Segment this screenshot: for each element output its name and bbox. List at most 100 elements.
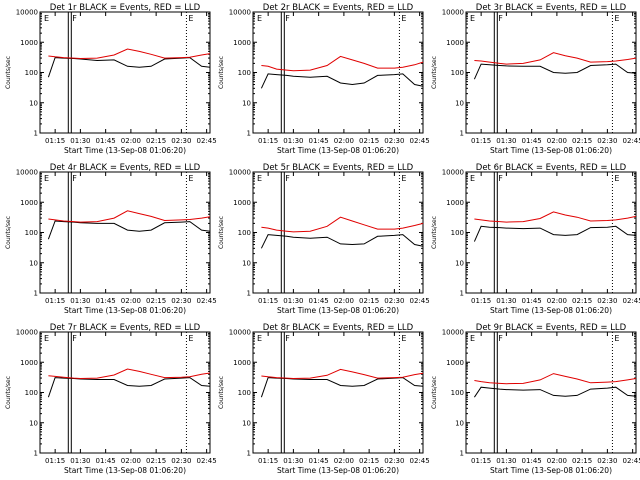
marker-label: E: [257, 14, 262, 23]
series-line-lld: [261, 216, 424, 233]
y-tick-label: 10000: [442, 9, 464, 17]
marker-label: E: [470, 174, 475, 183]
plot-frame: [252, 331, 424, 454]
marker-label: F: [285, 174, 290, 183]
x-tick-label: 01:30: [283, 457, 303, 465]
plot-frame: [39, 331, 211, 454]
y-tick-label: 10000: [16, 169, 38, 177]
series-line-events: [47, 220, 211, 240]
y-tick-label: 1: [460, 450, 464, 458]
x-tick-label: 02:45: [623, 457, 640, 465]
x-tick-label: 02:15: [359, 297, 379, 305]
series-line-events: [47, 377, 211, 398]
x-tick-label: 02:45: [410, 137, 430, 145]
y-tick-label: 10000: [229, 329, 251, 337]
chart-title: Det 3r BLACK = Events, RED = LLD: [476, 3, 627, 13]
series-line-lld: [261, 368, 424, 380]
chart-title: Det 8r BLACK = Events, RED = LLD: [263, 323, 414, 333]
marker-label: E: [470, 14, 475, 23]
series-line-events: [260, 234, 424, 249]
chart-title: Det 2r BLACK = Events, RED = LLD: [263, 3, 414, 13]
x-axis-label: Start Time (13-Sep-08 01:06:20): [277, 466, 399, 475]
x-tick-label: 02:00: [121, 297, 141, 305]
x-tick-label: 01:15: [471, 457, 491, 465]
x-tick-label: 02:30: [597, 137, 617, 145]
x-tick-label: 01:30: [283, 297, 303, 305]
marker-label: E: [614, 334, 619, 343]
x-tick-label: 01:30: [70, 137, 90, 145]
y-tick-label: 10: [29, 259, 38, 267]
x-tick-label: 02:15: [572, 137, 592, 145]
marker-label: E: [614, 174, 619, 183]
x-axis-label: Start Time (13-Sep-08 01:06:20): [64, 466, 186, 475]
y-tick-label: 10: [455, 419, 464, 427]
y-tick-label: 1: [460, 130, 464, 138]
y-tick-label: 1000: [20, 359, 38, 367]
x-tick-label: 01:15: [258, 297, 278, 305]
x-axis-label: Start Time (13-Sep-08 01:06:20): [64, 146, 186, 155]
x-tick-label: 02:30: [597, 297, 617, 305]
marker-label: F: [72, 334, 77, 343]
series-line-events: [260, 377, 424, 398]
y-axis-label: Counts/sec: [218, 376, 225, 409]
y-tick-label: 1: [34, 130, 38, 138]
chart-panel-8: Det 8r BLACK = Events, RED = LLD Counts/s…: [218, 323, 430, 475]
x-tick-label: 01:30: [283, 137, 303, 145]
x-axis-label: Start Time (13-Sep-08 01:06:20): [490, 306, 612, 315]
x-tick-label: 02:00: [334, 297, 354, 305]
x-tick-label: 01:30: [496, 297, 516, 305]
chart-title: Det 9r BLACK = Events, RED = LLD: [476, 323, 627, 333]
y-tick-label: 1000: [233, 199, 251, 207]
x-axis-label: Start Time (13-Sep-08 01:06:20): [490, 146, 612, 155]
y-tick-label: 100: [238, 229, 251, 237]
y-tick-label: 10: [29, 419, 38, 427]
marker-label: E: [401, 14, 406, 23]
series-line-events: [47, 57, 211, 78]
x-tick-label: 02:00: [547, 137, 567, 145]
x-tick-label: 02:45: [197, 137, 217, 145]
y-tick-label: 10: [242, 259, 251, 267]
marker-label: E: [188, 174, 193, 183]
plot-frame: [252, 11, 424, 134]
x-axis-label: Start Time (13-Sep-08 01:06:20): [490, 466, 612, 475]
x-tick-label: 02:00: [121, 457, 141, 465]
x-axis-label: Start Time (13-Sep-08 01:06:20): [277, 146, 399, 155]
y-tick-label: 1000: [233, 359, 251, 367]
y-tick-label: 100: [451, 229, 464, 237]
x-tick-label: 01:30: [496, 457, 516, 465]
y-axis-label: Counts/sec: [431, 56, 438, 89]
chart-panel-5: Det 5r BLACK = Events, RED = LLD Counts/s…: [218, 163, 430, 315]
x-tick-label: 02:00: [547, 457, 567, 465]
marker-label: F: [498, 174, 503, 183]
y-axis-label: Counts/sec: [218, 216, 225, 249]
marker-label: E: [44, 174, 49, 183]
marker-label: F: [498, 334, 503, 343]
y-tick-label: 100: [238, 69, 251, 77]
y-tick-label: 1000: [233, 39, 251, 47]
chart-panel-7: Det 7r BLACK = Events, RED = LLD Counts/s…: [5, 323, 217, 475]
x-tick-label: 01:45: [96, 457, 116, 465]
x-tick-label: 01:15: [258, 137, 278, 145]
chart-title: Det 7r BLACK = Events, RED = LLD: [50, 323, 201, 333]
chart-panel-1: Det 1r BLACK = Events, RED = LLD Counts/s…: [5, 3, 217, 155]
x-tick-label: 01:15: [45, 457, 65, 465]
y-tick-label: 1: [247, 130, 251, 138]
x-tick-label: 02:45: [623, 137, 640, 145]
x-tick-label: 02:45: [197, 297, 217, 305]
marker-label: E: [614, 14, 619, 23]
x-tick-label: 01:15: [45, 297, 65, 305]
y-axis-label: Counts/sec: [218, 56, 225, 89]
x-tick-label: 02:30: [171, 297, 191, 305]
x-tick-label: 01:45: [96, 137, 116, 145]
y-tick-label: 1000: [446, 39, 464, 47]
marker-label: E: [44, 14, 49, 23]
marker-label: E: [44, 334, 49, 343]
x-tick-label: 02:45: [410, 297, 430, 305]
y-axis-label: Counts/sec: [431, 376, 438, 409]
series-line-lld: [48, 48, 211, 60]
x-tick-label: 02:30: [384, 137, 404, 145]
y-tick-label: 10000: [16, 9, 38, 17]
y-tick-label: 100: [451, 69, 464, 77]
y-tick-label: 1000: [20, 39, 38, 47]
marker-label: F: [285, 334, 290, 343]
